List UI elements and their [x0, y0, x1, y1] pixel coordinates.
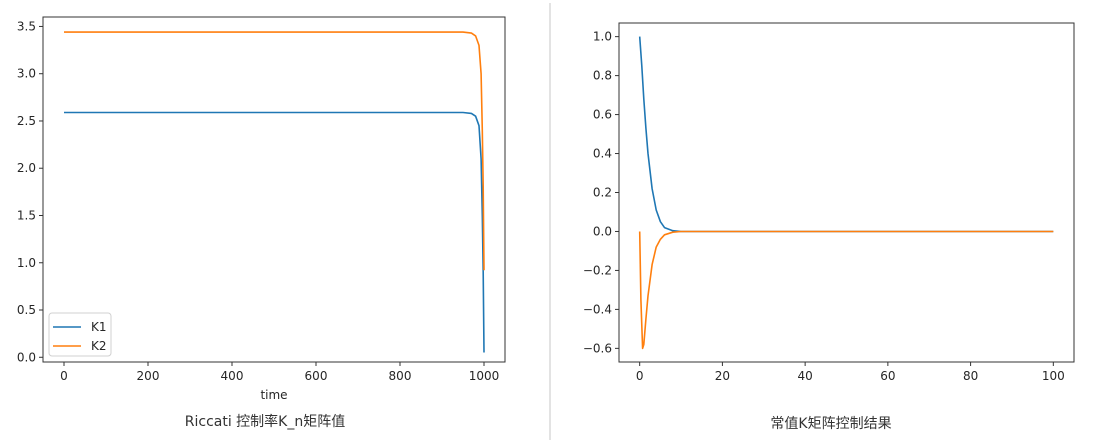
panel-divider: [549, 3, 551, 440]
series-line-k1: [64, 111, 485, 353]
y-tick-label: 0.0: [17, 350, 36, 364]
x-tick-label: 80: [963, 369, 978, 383]
right-chart-caption: 常值K矩阵控制结果: [770, 416, 892, 432]
y-tick-label: 1.0: [593, 30, 612, 44]
x-tick-label: 800: [389, 369, 412, 383]
y-tick-label: 0.8: [593, 69, 612, 83]
y-tick-label: 0.0: [593, 224, 612, 238]
legend-label: K2: [91, 339, 107, 353]
y-tick-label: 1.5: [17, 208, 36, 222]
y-tick-label: 0.6: [593, 108, 612, 122]
y-tick-label: 2.5: [17, 114, 36, 128]
right-chart-panel: 0 20 40 60 80 100 −0.6 −0.4 −0.2 0.0 0.2 0.4 0.6 0.8 1…: [551, 0, 1094, 445]
x-tick-label: 600: [305, 369, 328, 383]
axes-frame: [618, 22, 1075, 363]
x-tick-label: 20: [715, 369, 730, 383]
y-tick-label: 0.5: [17, 303, 36, 317]
y-tick-label: 0.2: [593, 186, 612, 200]
series-line-state-1: [638, 36, 1054, 233]
axes-frame: [42, 16, 506, 363]
y-tick-label: −0.6: [583, 341, 612, 355]
left-chart-panel: 0 200 400 600 800 1000 0.0 0.5 1.0 1.5 2.0 2.5 3.0 3.…: [17, 16, 506, 430]
legend-label: K1: [91, 320, 107, 334]
riccati-gain-chart: 0 200 400 600 800 1000 0.0 0.5 1.0 1.5 2.0 2.5 3.0 3.…: [17, 16, 506, 402]
x-tick-label: 0: [60, 369, 68, 383]
series-line-state-2: [638, 230, 1054, 350]
y-tick-label: 3.5: [17, 19, 36, 33]
x-tick-label: 60: [880, 369, 895, 383]
x-tick-label: 400: [221, 369, 244, 383]
x-tick-label: 40: [797, 369, 812, 383]
y-tick-label: −0.4: [583, 302, 612, 316]
y-tick-label: 0.4: [593, 147, 612, 161]
series-line-k2: [64, 31, 485, 271]
x-axis-label: time: [260, 388, 287, 402]
y-tick-label: 2.0: [17, 161, 36, 175]
x-tick-label: 1000: [469, 369, 500, 383]
x-tick-label: 100: [1042, 369, 1065, 383]
left-chart-caption: Riccati 控制率K_n矩阵值: [184, 414, 346, 430]
x-tick-label: 0: [636, 369, 644, 383]
x-tick-label: 200: [137, 369, 160, 383]
constant-k-result-chart: 0 20 40 60 80 100 −0.6 −0.4 −0.2 0.0 0.2 0.4 0.6 0.8 1…: [583, 22, 1075, 383]
y-tick-label: 1.0: [17, 256, 36, 270]
y-tick-label: 3.0: [17, 67, 36, 81]
y-tick-label: −0.2: [583, 263, 612, 277]
